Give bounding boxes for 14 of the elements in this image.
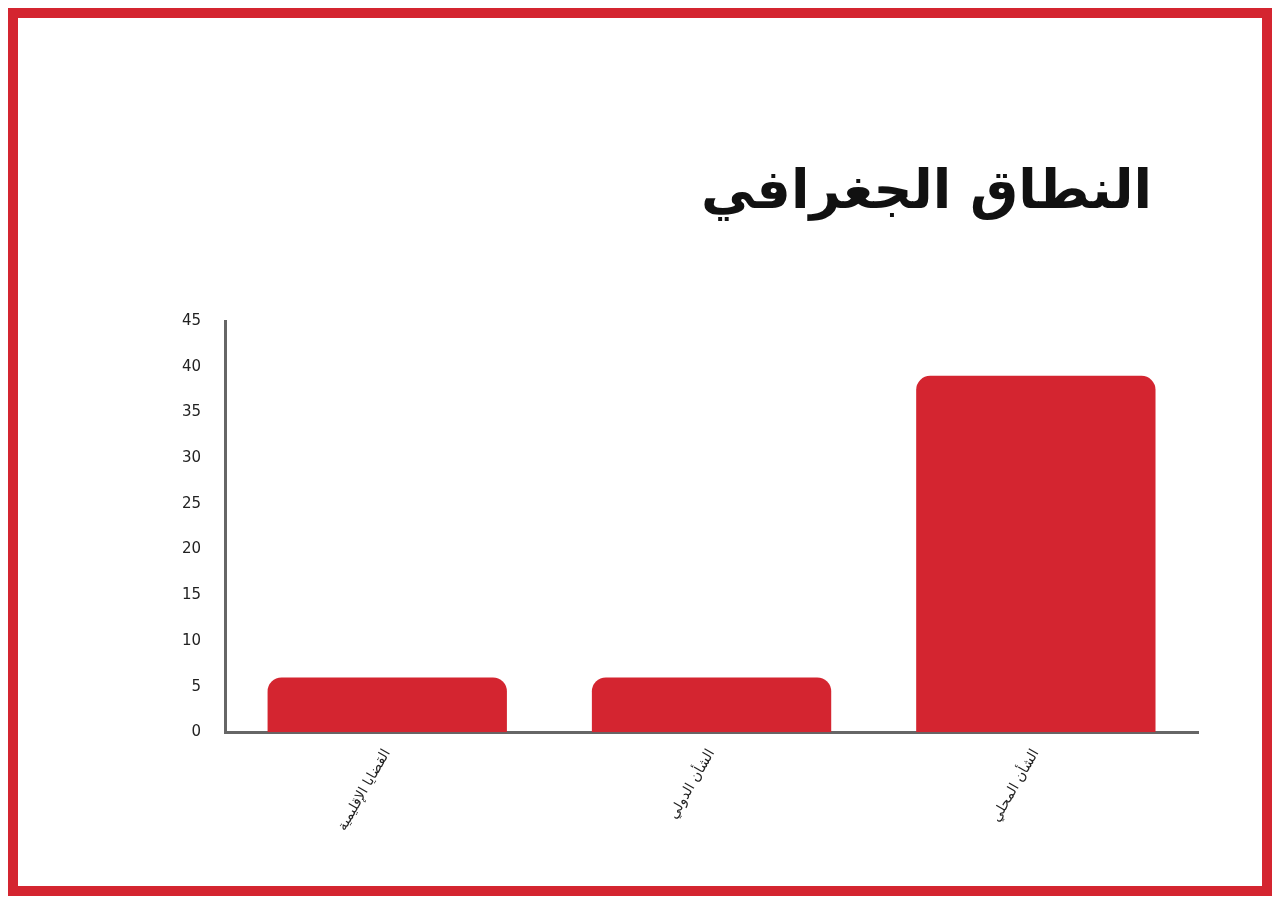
y-tick-label: 15 <box>181 585 202 604</box>
y-tick-label: 10 <box>181 630 202 649</box>
y-tick-label: 0 <box>191 722 202 741</box>
y-tick-label: 45 <box>181 310 202 329</box>
x-tick-label: الشأن المحلي <box>985 744 1043 825</box>
x-tick-label: الشأن الدولي <box>662 744 719 822</box>
x-tick-label: القضايا الإقليمية <box>333 745 394 834</box>
y-tick-label: 25 <box>181 493 202 512</box>
y-tick-label: 30 <box>181 448 202 467</box>
y-tick-label: 5 <box>191 676 202 695</box>
y-tick-label: 40 <box>181 356 202 375</box>
y-tick-label: 35 <box>181 402 202 421</box>
y-tick-label: 20 <box>181 539 202 558</box>
chart-title: النطاق الجغرافي <box>700 158 1152 221</box>
